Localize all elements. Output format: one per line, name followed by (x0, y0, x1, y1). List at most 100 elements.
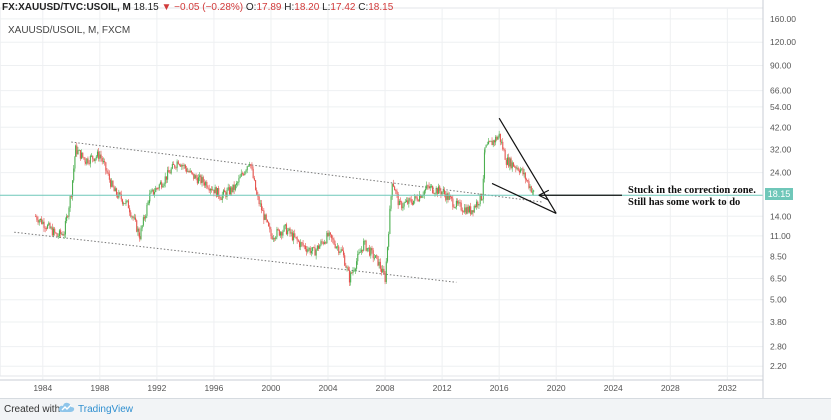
annotation-arrow (538, 189, 622, 201)
candle-body (218, 188, 220, 197)
tradingview-link[interactable]: TradingView (78, 404, 134, 415)
candle-body (110, 179, 112, 187)
candle-body (133, 217, 135, 219)
candle-body (265, 214, 267, 220)
candle-body (344, 255, 346, 266)
candle-body (476, 201, 478, 208)
candle-body (452, 198, 454, 207)
candle-body (260, 203, 263, 211)
candle-body (244, 171, 246, 175)
candle-body (85, 162, 87, 164)
last-price-badge: 18.15 (765, 188, 793, 200)
candle-body (177, 161, 179, 165)
candle-body (66, 216, 68, 222)
x-tick-label: 2016 (490, 383, 509, 393)
candle-body (170, 168, 172, 174)
candle-body (345, 265, 347, 268)
candle-body (333, 239, 335, 245)
candle-body (309, 248, 311, 254)
candle-body (150, 191, 152, 194)
candle-body (284, 224, 286, 226)
candle-body (304, 245, 307, 250)
y-tick-label: 54.00 (770, 102, 792, 112)
candle-body (346, 267, 348, 269)
candle-body (171, 164, 173, 169)
candle-body (56, 233, 58, 237)
candle-body (293, 233, 295, 241)
candle-body (426, 185, 428, 189)
x-tick-label: 1984 (33, 383, 52, 393)
candle-body (416, 197, 418, 201)
candle-body (455, 200, 457, 208)
candle-body (207, 187, 209, 189)
candle-body (94, 158, 96, 162)
candle-body (112, 180, 114, 187)
candle-body (439, 186, 441, 192)
candle-body (206, 181, 208, 188)
x-tick-label: 1992 (147, 383, 166, 393)
candle-body (93, 158, 95, 162)
candle-body (386, 246, 389, 262)
candle-body (221, 194, 223, 200)
candle-body (51, 227, 53, 236)
candle-body (327, 232, 329, 237)
candle-body (410, 199, 412, 203)
candle-body (222, 190, 225, 195)
candle-body (225, 192, 227, 197)
candle-body (129, 208, 131, 213)
y-axis[interactable]: 160.00 120.00 90.00 66.00 54.00 42.00 32.00 24.… (762, 0, 796, 398)
y-tick-label: 3.80 (770, 317, 787, 327)
wedge-lower-line (491, 182, 557, 214)
x-tick-label: 1988 (90, 383, 109, 393)
candle-body (479, 193, 481, 205)
candle-body (57, 236, 59, 237)
channel-upper-line (71, 141, 543, 203)
candle-body (379, 261, 381, 269)
candle-body (332, 238, 334, 240)
candle-body (95, 156, 97, 159)
candle-body (113, 186, 115, 192)
candle-body (55, 232, 57, 234)
candle-body (159, 182, 162, 185)
candle-body (231, 187, 233, 192)
candle-body (331, 234, 333, 239)
candle-body (61, 233, 63, 235)
candle-body (421, 195, 423, 198)
candle-body (188, 171, 190, 173)
candle-body (168, 170, 170, 173)
candle-body (152, 189, 154, 195)
y-tick-label: 66.00 (770, 86, 792, 96)
candle-body (417, 200, 419, 202)
candle-body (117, 194, 119, 198)
y-tick-label: 2.20 (770, 361, 787, 371)
candle-body (411, 202, 414, 205)
candle-body (489, 141, 491, 143)
x-axis[interactable]: 1984 1988 1992 1996 2000 2004 2008 2012 2016 2020… (0, 379, 763, 393)
candle-body (111, 180, 113, 187)
candle-body (420, 194, 422, 198)
candle-body (371, 248, 373, 251)
x-tick-label: 2012 (433, 383, 452, 393)
tradingview-cloud-icon (58, 402, 75, 412)
candle-body (87, 158, 89, 164)
y-tick-label: 90.00 (770, 61, 792, 71)
candle-body (163, 183, 165, 186)
candle-body (531, 191, 534, 193)
candle-body (472, 210, 474, 213)
candle-body (433, 193, 435, 194)
candle-body (435, 188, 437, 194)
candle-body (269, 226, 271, 230)
candle-body (384, 273, 386, 282)
candle-body (114, 188, 116, 192)
candle-body (165, 176, 167, 180)
candle-body (47, 224, 49, 229)
candle-body (106, 170, 108, 173)
candle-body (464, 207, 466, 212)
candle-body (335, 246, 337, 248)
candle-body (409, 198, 411, 200)
candle-body (400, 200, 402, 202)
candle-body (413, 200, 415, 205)
candle-body (295, 236, 297, 238)
y-tick-label: 5.00 (770, 295, 787, 305)
